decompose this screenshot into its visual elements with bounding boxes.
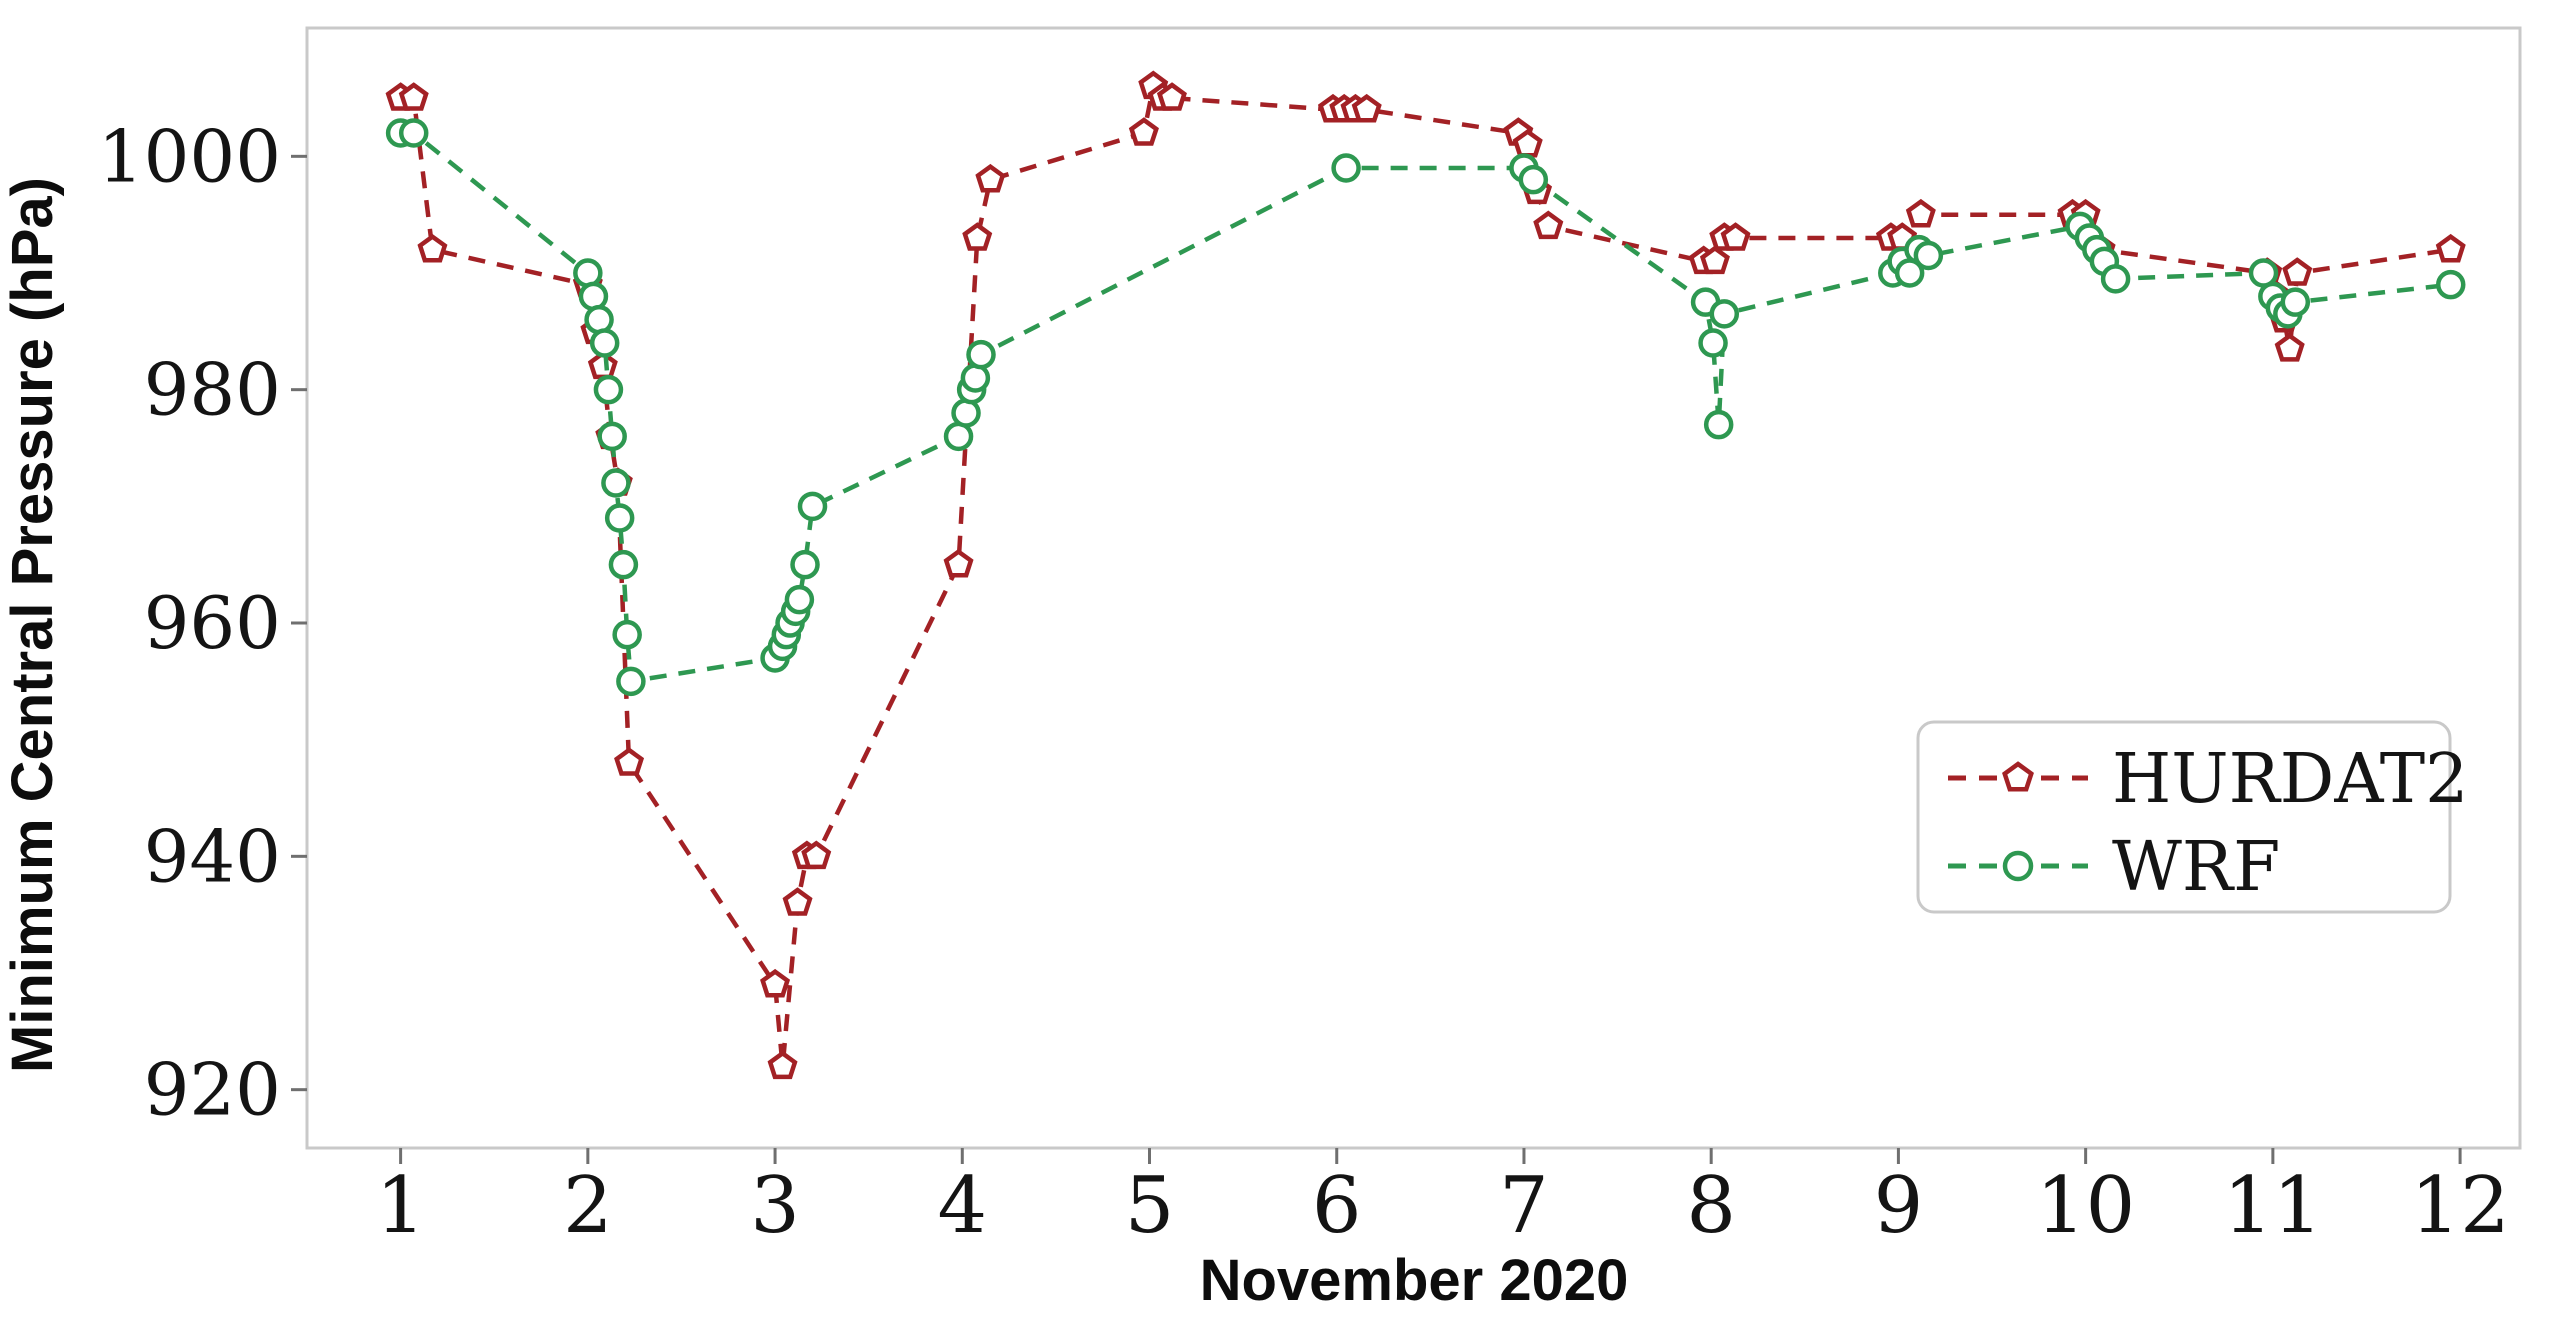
hurdat2-data-point-marker — [2435, 233, 2466, 263]
wrf-data-point-marker — [784, 584, 815, 615]
wrf-data-point-marker — [604, 503, 635, 533]
wrf-data-point-marker — [589, 328, 620, 358]
wrf-data-point-marker — [597, 421, 627, 452]
legend-hurdat2-pentagon-marker — [2002, 761, 2034, 792]
wrf-data-point-marker — [2435, 269, 2466, 300]
hurdat2-data-point-marker — [975, 163, 1006, 193]
x-axis-ticks: 1 2 3 4 5 6 7 8 9 10 11 12 — [376, 1148, 2510, 1251]
legend-wrf-label: WRF — [2112, 828, 2280, 907]
hurdat2-data-point-marker — [1351, 93, 1382, 123]
hurdat2-data-point-marker — [398, 82, 429, 111]
wrf-data-point-marker — [1913, 240, 1944, 271]
wrf-data-point-marker — [951, 398, 981, 428]
x-tick-label: 8 — [1686, 1161, 1736, 1251]
hurdat2-data-point-marker — [767, 1050, 798, 1080]
hurdat2-data-point-marker — [1720, 222, 1751, 251]
wrf-data-point-marker — [1518, 164, 1549, 195]
x-tick-label: 1 — [376, 1161, 426, 1251]
x-tick-label: 10 — [2036, 1161, 2135, 1251]
wrf-data-point-marker — [1698, 328, 1728, 358]
legend: HURDAT2 WRF — [1916, 720, 2468, 914]
x-tick-label: 2 — [563, 1161, 613, 1251]
wrf-data-point-marker — [398, 118, 429, 148]
wrf-data-point-marker — [593, 374, 624, 405]
wrf-data-point-marker — [608, 549, 639, 580]
wrf-data-point-marker — [1331, 153, 1361, 183]
hurdat2-data-point-marker — [782, 887, 813, 916]
y-tick-label: 1000 — [98, 114, 281, 198]
x-tick-label: 12 — [2410, 1161, 2509, 1251]
wrf-data-point-marker — [1709, 299, 1740, 329]
legend-wrf-circle-marker — [2002, 850, 2034, 882]
x-axis-title: November 2020 — [1200, 1248, 1629, 1313]
wrf-data-point-marker — [797, 491, 828, 522]
wrf-data-point-marker — [2100, 264, 2131, 294]
legend-item-wrf: WRF — [1948, 828, 2280, 907]
hurdat2-series — [385, 70, 2466, 1080]
hurdat2-data-point-marker — [2274, 333, 2305, 362]
hurdat2-data-point-marker — [417, 233, 448, 263]
wrf-data-point-marker — [573, 258, 603, 288]
y-tick-label: 980 — [144, 348, 281, 432]
y-tick-label: 940 — [144, 814, 281, 898]
x-tick-label: 6 — [1312, 1161, 1362, 1251]
hurdat2-data-point-marker — [962, 222, 993, 251]
wrf-data-point-marker — [960, 363, 991, 393]
hurdat2-data-point-marker — [1156, 82, 1187, 111]
hurdat2-data-point-marker — [760, 968, 791, 998]
hurdat2-data-point-marker — [1512, 128, 1543, 158]
wrf-data-point-marker — [616, 666, 646, 697]
y-axis-title: Minimum Central Pressure (hPa) — [0, 177, 65, 1073]
wrf-data-point-marker — [578, 281, 609, 312]
plot-border — [305, 26, 2522, 1150]
y-tick-label: 960 — [144, 581, 281, 665]
wrf-data-point-marker — [2280, 287, 2311, 317]
hurdat2-data-point-marker — [1905, 198, 1936, 228]
wrf-data-point-marker — [612, 619, 642, 650]
x-tick-label: 9 — [1874, 1161, 1924, 1251]
x-tick-label: 3 — [750, 1161, 800, 1251]
hurdat2-data-point-marker — [614, 747, 645, 776]
hurdat2-line — [400, 81, 2452, 1067]
hurdat2-data-point-marker — [2282, 257, 2313, 286]
wrf-series — [385, 118, 2466, 697]
x-tick-label: 4 — [937, 1161, 987, 1251]
hurdat2-data-point-marker — [943, 548, 974, 578]
hurdat2-data-point-marker — [1699, 245, 1730, 275]
hurdat2-data-point-marker — [801, 840, 832, 870]
hurdat2-data-point-marker — [1533, 210, 1564, 240]
wrf-data-point-marker — [790, 549, 820, 580]
y-tick-label: 920 — [144, 1048, 281, 1132]
wrf-data-point-marker — [966, 339, 996, 370]
x-tick-label: 11 — [2223, 1161, 2322, 1251]
hurdat2-data-point-marker — [1128, 117, 1159, 146]
x-tick-label: 5 — [1125, 1161, 1175, 1251]
wrf-data-point-marker — [1703, 409, 1734, 440]
wrf-data-point-marker — [584, 304, 614, 335]
wrf-line — [400, 130, 2451, 684]
wrf-data-point-marker — [601, 468, 631, 498]
x-tick-label: 7 — [1499, 1161, 1549, 1251]
y-axis-ticks: 920 940 960 980 1000 — [98, 114, 307, 1132]
legend-hurdat2-label: HURDAT2 — [2112, 740, 2468, 819]
legend-item-hurdat2: HURDAT2 — [1948, 740, 2468, 819]
